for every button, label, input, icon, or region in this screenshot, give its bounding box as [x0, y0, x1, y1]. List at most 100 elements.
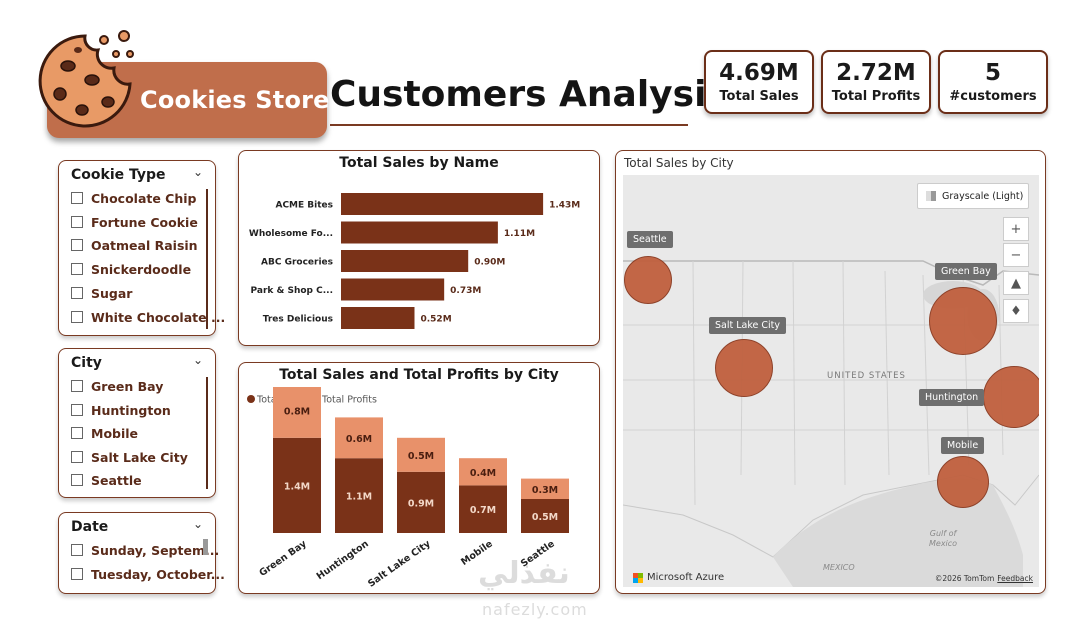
bar-total-sales[interactable]	[521, 499, 569, 533]
slicer-option[interactable]: Fortune Cookie	[71, 213, 198, 231]
bubble-mobile[interactable]	[937, 456, 989, 508]
bar-total-profits[interactable]	[397, 437, 445, 472]
bar-total-sales[interactable]	[397, 471, 445, 533]
checkbox[interactable]	[71, 544, 83, 556]
checkbox[interactable]	[71, 474, 83, 486]
chevron-down-icon[interactable]: ⌄	[192, 353, 203, 367]
kpi-label: Total Profits	[831, 89, 921, 104]
checkbox[interactable]	[71, 263, 83, 275]
city-tag-mobile: Mobile	[941, 437, 985, 454]
bubble-green-bay[interactable]	[929, 287, 997, 355]
bar-total-sales[interactable]	[273, 437, 321, 533]
bar-total-profits[interactable]	[459, 458, 507, 486]
city-tag-huntington: Huntington	[919, 389, 985, 406]
checkbox[interactable]	[71, 311, 83, 323]
microsoft-logo-icon	[633, 572, 643, 583]
kpi-value: 2.72M	[836, 60, 916, 86]
slicer-option[interactable]: White Chocolate ...	[71, 308, 225, 326]
slicer-option-label: Green Bay	[91, 378, 164, 394]
store-name: Cookies Store	[140, 86, 330, 114]
feedback-link[interactable]: Feedback	[997, 574, 1033, 583]
slicer-option[interactable]: Green Bay	[71, 377, 163, 395]
slicer-option[interactable]: Sunday, Septem...	[71, 541, 219, 559]
title-underline	[330, 124, 688, 126]
copyright-text: ©2026 TomTom	[934, 574, 995, 583]
bar[interactable]	[341, 278, 445, 301]
data-label: 1.11M	[504, 229, 535, 239]
data-label: 0.5M	[408, 451, 434, 462]
checkbox[interactable]	[71, 287, 83, 299]
watermark-latin: nafezly.com	[482, 600, 588, 619]
bar[interactable]	[341, 193, 544, 215]
slicer-option[interactable]: Snickerdoodle	[71, 260, 191, 278]
slicer-option-label: Huntington	[91, 402, 171, 418]
chart-sales-by-name: Total Sales by Name ACME Bites 1.43M Whole…	[238, 150, 600, 346]
scrollbar[interactable]	[206, 377, 208, 489]
checkbox[interactable]	[71, 380, 83, 392]
attribution-text: Microsoft Azure	[647, 572, 725, 583]
chevron-down-icon[interactable]: ⌄	[192, 517, 203, 531]
slicer-option-label: White Chocolate ...	[91, 309, 226, 325]
slicer-option-label: Mobile	[91, 425, 139, 441]
slicer-option-label: Tuesday, October...	[91, 566, 225, 582]
chart-title: Total Sales by Name	[339, 155, 499, 171]
slicer-option[interactable]: Sugar	[71, 284, 132, 302]
map-canvas[interactable]: Grayscale (Light) + − ▲ ♦ UNITED STATES …	[623, 175, 1039, 587]
slicer-option[interactable]: Huntington	[71, 401, 171, 419]
bubble-huntington[interactable]	[983, 366, 1039, 428]
chevron-down-icon[interactable]: ⌄	[192, 165, 203, 179]
data-label: 1.43M	[549, 201, 580, 211]
slicer-date: Date ⌄ Sunday, Septem... Tuesday, Octobe…	[58, 512, 225, 594]
bar[interactable]	[341, 307, 415, 329]
checkbox[interactable]	[71, 427, 83, 439]
slicer-cookie-type: Cookie Type ⌄ Chocolate Chip Fortune Coo…	[58, 160, 225, 336]
slicer-option[interactable]: Mobile	[71, 424, 138, 442]
tilt-icon[interactable]: ▲	[1003, 271, 1029, 295]
bar-total-profits[interactable]	[273, 387, 321, 438]
slicer-option[interactable]: Oatmeal Raisin	[71, 236, 198, 254]
bar-total-profits[interactable]	[335, 417, 383, 459]
slicer-option-label: Oatmeal Raisin	[91, 237, 198, 253]
category-label: ACME Bites	[275, 201, 333, 211]
compass-icon[interactable]: ♦	[1003, 299, 1029, 323]
category-label: Huntington	[315, 538, 371, 582]
slicer-option[interactable]: Salt Lake City	[71, 448, 188, 466]
category-label: Green Bay	[257, 538, 309, 579]
chart-title: Total Sales and Total Profits by City	[279, 367, 559, 383]
sea-label: MEXICO	[823, 563, 855, 572]
data-label: 0.8M	[284, 407, 310, 418]
map-style-button[interactable]: Grayscale (Light)	[917, 183, 1029, 209]
zoom-in-button[interactable]: +	[1003, 217, 1029, 241]
bar[interactable]	[341, 221, 498, 244]
page-title: Customers Analysis	[330, 74, 728, 115]
checkbox[interactable]	[71, 404, 83, 416]
checkbox[interactable]	[71, 239, 83, 251]
bar[interactable]	[341, 250, 469, 272]
bar-total-profits[interactable]	[521, 478, 569, 499]
slicer-option[interactable]: Tuesday, October...	[71, 565, 225, 583]
zoom-out-button[interactable]: −	[1003, 243, 1029, 267]
category-label: ABC Groceries	[261, 258, 333, 268]
bar-total-sales[interactable]	[459, 485, 507, 533]
bar-total-sales[interactable]	[335, 458, 383, 533]
checkbox[interactable]	[71, 216, 83, 228]
map-basemap	[623, 260, 1039, 587]
city-tag-seattle: Seattle	[627, 231, 673, 248]
slicer-city: City ⌄ Green Bay Huntington Mobile Salt …	[58, 348, 216, 498]
slicer-option[interactable]: Seattle	[71, 471, 142, 489]
checkbox[interactable]	[71, 192, 83, 204]
slicer-option-label: Chocolate Chip	[91, 190, 197, 206]
data-label: 0.4M	[470, 468, 496, 479]
slicer-option-label: Salt Lake City	[91, 449, 188, 465]
checkbox[interactable]	[71, 451, 83, 463]
kpi-customers: 5 #customers	[938, 50, 1048, 114]
category-label: Tres Delicious	[263, 315, 333, 325]
bar-chart: ACME Bites 1.43M Wholesome Fo... 1.11M ABC G…	[249, 193, 580, 329]
scrollbar[interactable]	[203, 539, 208, 555]
bubble-seattle[interactable]	[624, 256, 672, 304]
bubble-salt-lake-city[interactable]	[715, 339, 773, 397]
scrollbar[interactable]	[206, 189, 208, 329]
slicer-option[interactable]: Chocolate Chip	[71, 189, 197, 207]
data-label: 0.90M	[474, 258, 505, 268]
checkbox[interactable]	[71, 568, 83, 580]
